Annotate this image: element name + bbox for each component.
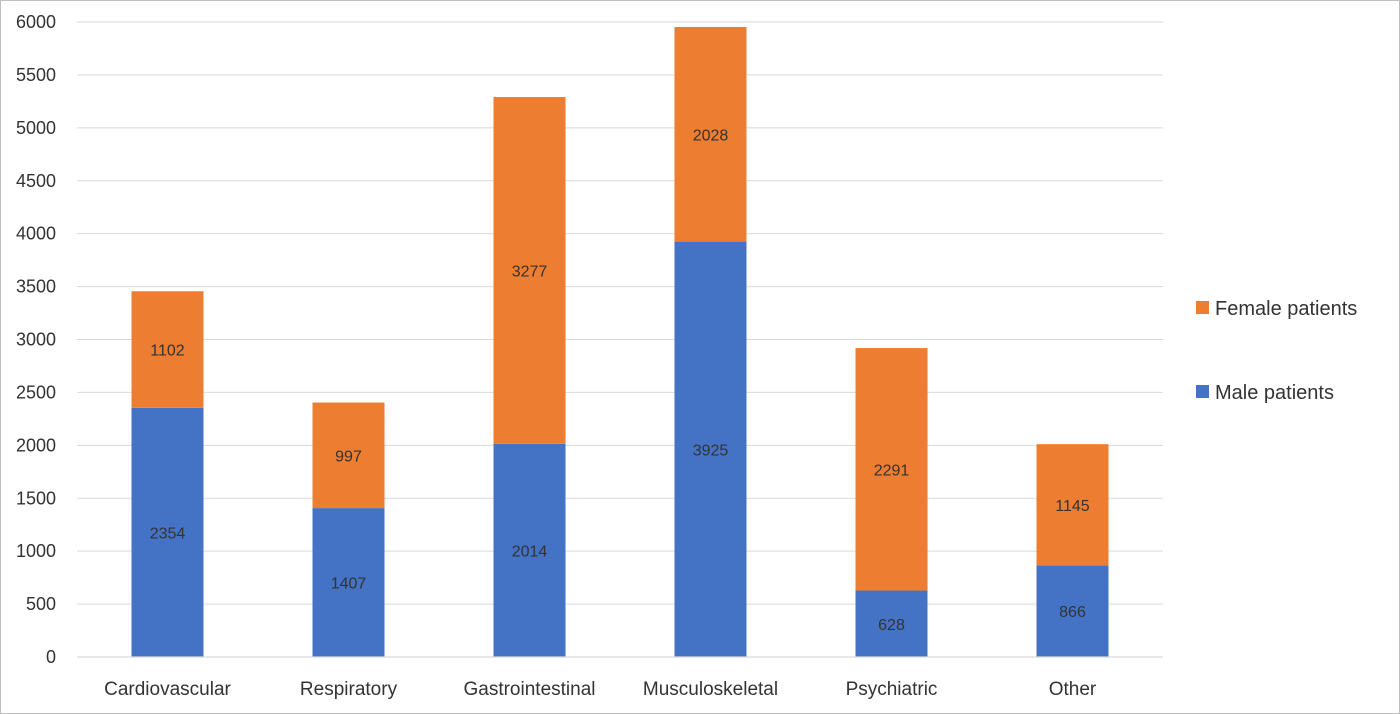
data-label-female-patients: 1145 — [1055, 498, 1090, 515]
y-tick-label: 6000 — [16, 12, 56, 32]
y-axis-ticks: 0 500 1000 1500 2000 2500 3000 3500 4000 4500 5000… — [16, 12, 56, 667]
bar-male-patients — [855, 590, 928, 657]
bar-male-patients — [493, 443, 566, 657]
bars: 2354 1102 1407 997 2014 3277 3925 2028 628 2291 86… — [131, 26, 1109, 657]
bar-male-patients — [312, 508, 385, 657]
bar-male-patients — [131, 407, 204, 657]
data-label-female-patients: 997 — [335, 448, 362, 465]
y-tick-label: 0 — [46, 647, 56, 667]
bar-female-patients — [674, 26, 747, 242]
bar-male-patients — [1036, 565, 1109, 657]
y-tick-label: 5500 — [16, 65, 56, 85]
y-tick-label: 1500 — [16, 488, 56, 508]
y-tick-label: 2000 — [16, 435, 56, 455]
data-label-female-patients: 2028 — [693, 127, 729, 144]
data-label-female-patients: 1102 — [150, 343, 185, 360]
data-label-female-patients: 2291 — [874, 462, 910, 479]
bar-female-patients — [493, 97, 566, 444]
x-category-label: Cardiovascular — [104, 679, 231, 700]
data-label-male-patients: 628 — [878, 617, 905, 634]
data-label-male-patients: 3925 — [693, 442, 729, 459]
y-tick-label: 2500 — [16, 382, 56, 402]
y-tick-label: 3000 — [16, 330, 56, 350]
bar-female-patients — [1036, 444, 1109, 566]
x-category-label: Musculoskeletal — [643, 679, 778, 700]
x-axis-category-labels: Cardiovascular Respiratory Gastrointestina… — [104, 679, 1097, 700]
x-category-label: Other — [1049, 679, 1097, 700]
legend-swatch — [1196, 301, 1209, 314]
data-label-male-patients: 2354 — [150, 525, 186, 542]
bar-male-patients — [674, 241, 747, 657]
y-tick-label: 1000 — [16, 541, 56, 561]
x-category-label: Psychiatric — [846, 679, 938, 700]
legend: Female patients Male patients — [1196, 298, 1357, 404]
data-label-male-patients: 1407 — [331, 576, 367, 593]
x-category-label: Respiratory — [300, 679, 398, 700]
legend-label: Male patients — [1215, 382, 1334, 404]
y-tick-label: 4000 — [16, 224, 56, 244]
bar-female-patients — [855, 348, 928, 591]
y-tick-label: 4500 — [16, 171, 56, 191]
bar-female-patients — [131, 291, 204, 408]
y-tick-label: 3500 — [16, 277, 56, 297]
x-category-label: Gastrointestinal — [463, 679, 595, 700]
gridlines — [77, 21, 1163, 605]
data-label-male-patients: 866 — [1059, 604, 1086, 621]
legend-swatch — [1196, 385, 1209, 398]
data-label-male-patients: 2014 — [512, 543, 548, 560]
y-tick-label: 5000 — [16, 118, 56, 138]
data-label-female-patients: 3277 — [512, 263, 548, 280]
y-tick-label: 500 — [26, 594, 56, 614]
legend-label: Female patients — [1215, 298, 1357, 320]
bar-female-patients — [312, 402, 385, 509]
